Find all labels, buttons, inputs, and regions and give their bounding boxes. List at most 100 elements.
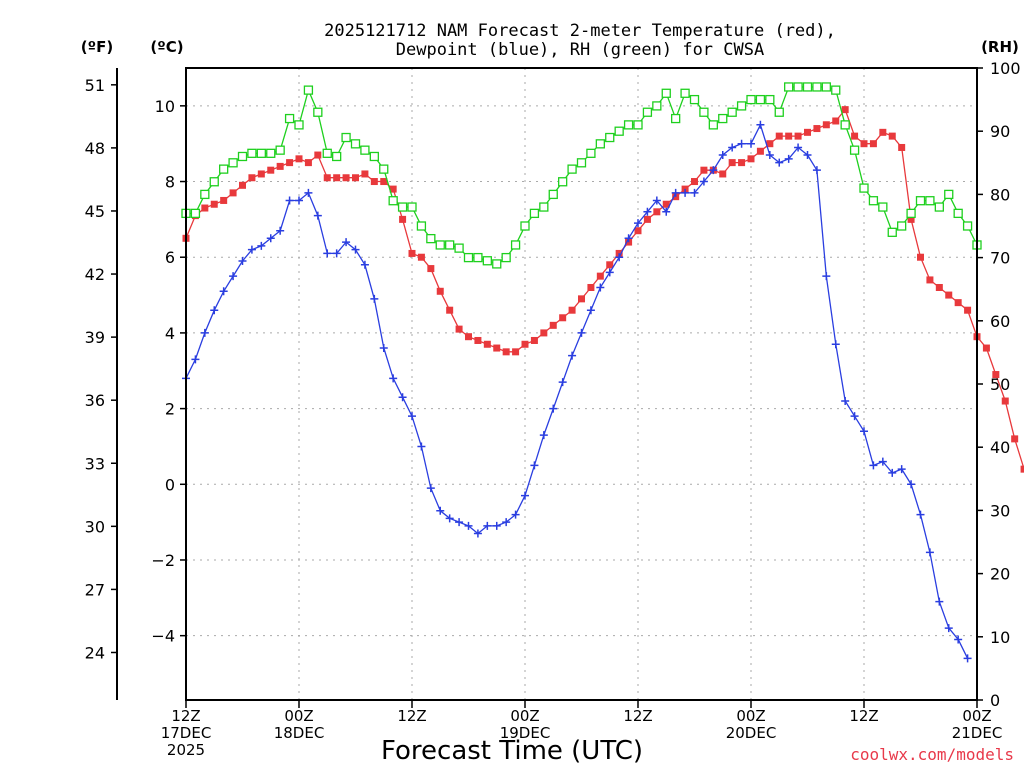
dewpoint-point [963,654,972,663]
temperature-point [907,215,915,223]
dewpoint-point [784,154,793,163]
x-tick-label: 12Z [171,707,200,725]
dewpoint-point [238,257,247,266]
dewpoint-point [624,234,633,243]
fahrenheit-tick-label: 51 [85,76,105,95]
rh-point [473,252,483,263]
rh-point [576,158,587,168]
dewpoint-point [643,207,652,216]
dewpoint-point [775,158,784,167]
rh-point [529,208,540,219]
dewpoint-point [549,404,558,413]
x-tick-label: 18DEC [274,724,325,742]
temperature-point [201,204,209,212]
dewpoint-point [907,480,916,489]
temperature-point [549,321,557,329]
celsius-tick-label: 6 [165,248,175,267]
rh-point [228,158,238,168]
rh-point [849,145,860,155]
temperature-point [804,128,811,136]
temperature-point [728,159,736,167]
celsius-tick-label: 10 [155,97,175,116]
temperature-point [314,151,322,159]
dewpoint-point [276,226,285,235]
dewpoint-point [747,139,755,148]
fahrenheit-tick-label: 42 [85,265,105,284]
rh-point [332,151,342,162]
temperature-point [559,314,567,322]
dewpoint-point [304,188,313,197]
rh-point [284,113,295,124]
rh-point [445,240,455,250]
dewpoint-point [812,166,821,175]
rh-point [755,94,766,105]
rh-point [934,202,944,212]
dewpoint-point [511,510,520,519]
rh-point [247,148,257,158]
rh-point [802,82,813,92]
temperature-point [634,227,642,235]
rh-point [887,227,897,237]
temperature-point [775,132,783,140]
dewpoint-point [257,241,266,250]
dewpoint-point [483,521,492,530]
x-tick-label: 12Z [849,707,878,725]
celsius-tick-label: −4 [151,627,175,646]
rh-point [878,202,888,212]
dewpoint-point [360,260,369,269]
dewpoint-point [897,465,906,474]
rh-point [953,208,963,219]
series-group [181,82,1024,663]
temperature-point [257,170,265,178]
dewpoint-point [794,143,803,152]
x-tick-label: 12Z [397,707,426,725]
dewpoint-point [869,461,878,470]
dewpoint-point [681,188,690,197]
rh-tick-label: 20 [990,565,1010,584]
rh-point [689,94,700,105]
dewpoint-point [954,635,963,644]
x-tick-label: 2025 [167,741,205,759]
dewpoint-point [577,328,586,337]
rh-tick-label: 40 [990,438,1010,457]
rh-point [586,148,596,158]
rh-point [407,202,417,212]
rh-tick-label: 30 [990,501,1010,520]
dewpoint-point [332,249,341,258]
x-axis-title: Forecast Time (UTC) [381,736,643,766]
temperature-point [493,344,501,352]
dewpoint-point [210,306,219,315]
rh-point [558,177,568,187]
rh-point [633,120,643,130]
temperature-point [210,200,218,208]
rh-point [350,139,361,149]
dewpoint-point [191,355,200,364]
temperature-point [540,329,548,337]
dewpoint-point [313,211,322,220]
dewpoint-point [473,529,482,538]
temperature-point [408,249,416,257]
dewpoint-point [586,306,595,315]
dewpoint-point [822,272,831,281]
celsius-tick-label: 4 [165,324,175,343]
rh-point [266,148,276,158]
dewpoint-point [916,510,925,519]
temperature-point [446,306,454,314]
rh-point [812,82,822,92]
temperature-point [1011,435,1019,443]
dewpoint-point [492,521,501,530]
dewpoint-point [219,287,228,296]
rh-point [906,208,916,219]
dewpoint-point [295,196,303,205]
dewpoint-point [417,442,426,451]
temperature-point [323,174,331,182]
temperature-point [785,132,793,140]
rh-point [360,145,370,155]
rh-point [765,94,775,105]
rh-point [793,82,803,92]
dewpoint-point [831,340,840,349]
temperature-point [286,159,294,167]
temperature-point [917,253,924,261]
dewpoint-point [389,374,398,383]
